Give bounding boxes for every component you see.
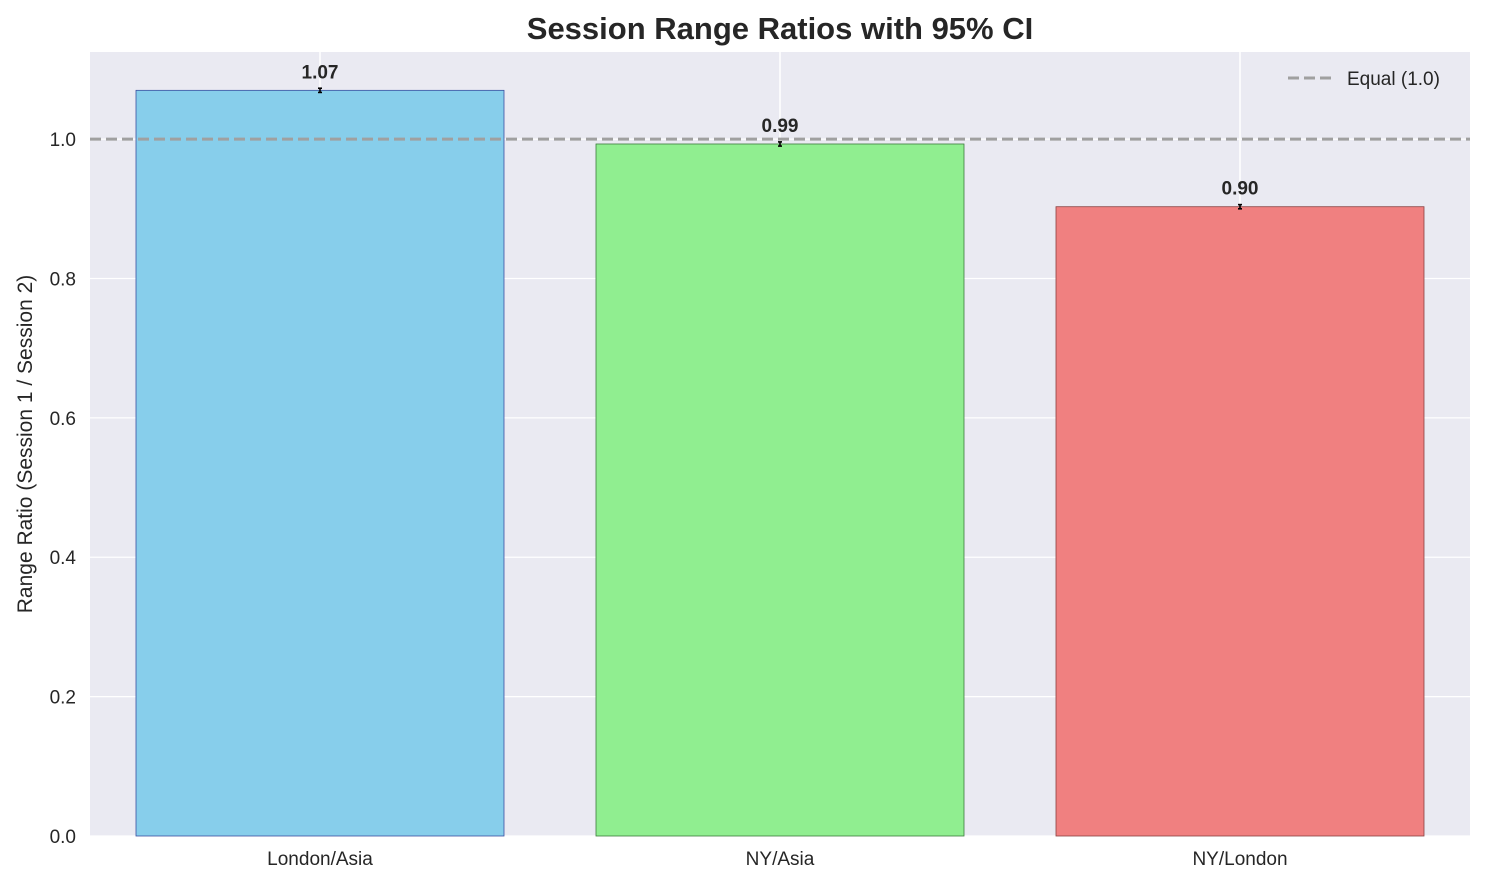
bar bbox=[1055, 206, 1425, 837]
bars bbox=[135, 87, 1425, 837]
bar bbox=[595, 143, 965, 837]
y-tick-label: 0.0 bbox=[50, 827, 76, 848]
data-label: 0.99 bbox=[762, 116, 799, 137]
legend: Equal (1.0) bbox=[1288, 69, 1440, 90]
data-labels: 1.07 0.99 0.90 bbox=[302, 62, 1259, 199]
y-tick-label: 0.2 bbox=[50, 688, 76, 709]
x-tick-label: London/Asia bbox=[267, 849, 373, 870]
bar bbox=[135, 89, 505, 837]
y-tick-label: 1.0 bbox=[50, 130, 76, 151]
chart-title: Session Range Ratios with 95% CI bbox=[527, 11, 1033, 46]
x-tick-label: NY/Asia bbox=[746, 849, 815, 870]
y-ticks: 0.0 0.2 0.4 0.6 0.8 1.0 bbox=[50, 130, 77, 848]
y-tick-label: 0.4 bbox=[50, 548, 77, 569]
y-tick-label: 0.6 bbox=[50, 409, 76, 430]
x-ticks: London/Asia NY/Asia NY/London bbox=[267, 849, 1287, 870]
x-tick-label: NY/London bbox=[1192, 849, 1287, 870]
data-label: 0.90 bbox=[1222, 179, 1259, 200]
legend-label: Equal (1.0) bbox=[1347, 69, 1440, 90]
data-label: 1.07 bbox=[302, 62, 339, 83]
y-axis-label: Range Ratio (Session 1 / Session 2) bbox=[14, 275, 37, 614]
y-tick-label: 0.8 bbox=[50, 269, 76, 290]
